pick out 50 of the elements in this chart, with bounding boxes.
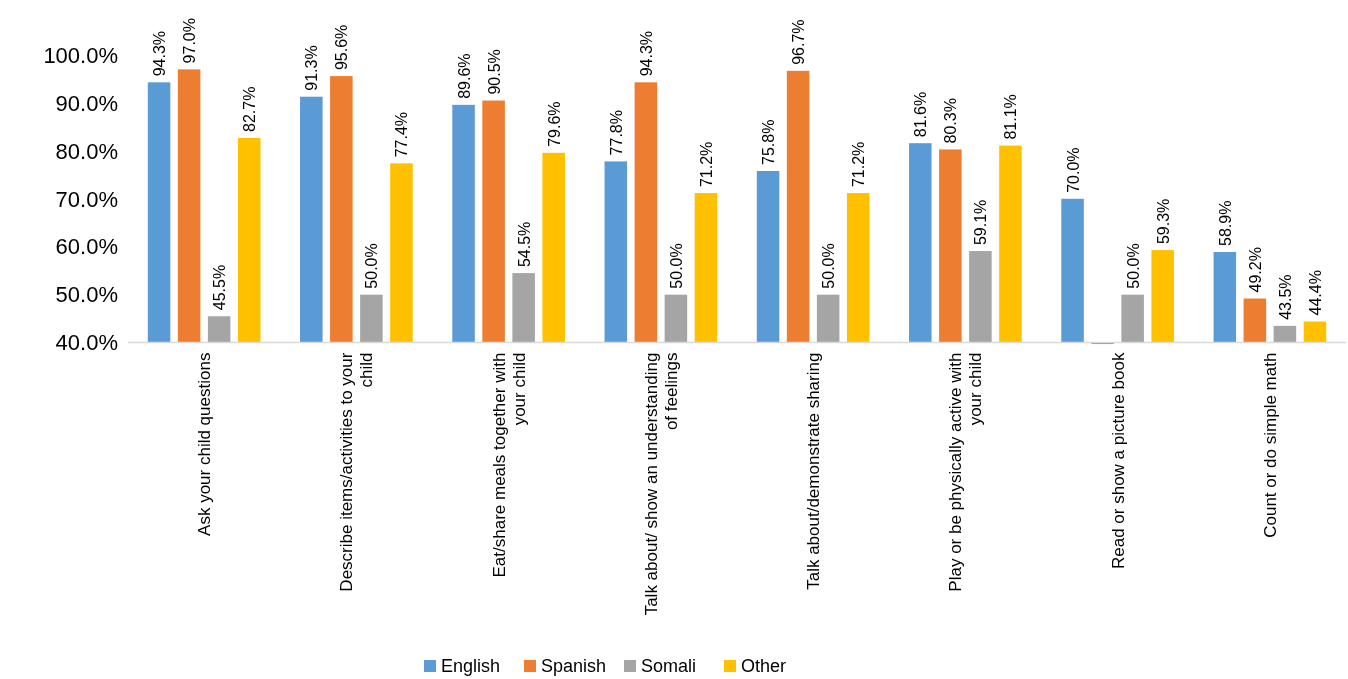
y-tick-label: 90.0% — [55, 90, 118, 116]
data-label: 96.7% — [790, 19, 808, 65]
data-label: 59.1% — [972, 199, 990, 246]
x-tick-label: Talk about/demonstrate sharing — [804, 352, 824, 590]
y-tick-label: 60.0% — [55, 234, 118, 260]
data-label: 59.3% — [1154, 198, 1172, 245]
y-tick-label: 40.0% — [55, 330, 118, 356]
x-tick-label: Talk about/ show an understanding of feelings — [641, 352, 681, 616]
data-label: 70.0% — [1064, 147, 1082, 193]
data-label: 94.3% — [151, 30, 169, 77]
data-label: 58.9% — [1216, 200, 1234, 247]
x-tick-label: Eat/share meals together with your child — [489, 352, 529, 578]
x-tick-label: Count or do simple math — [1260, 352, 1280, 538]
y-tick-label: 70.0% — [55, 186, 118, 212]
data-label: 89.6% — [455, 53, 473, 99]
data-label: 50.0% — [1124, 243, 1142, 289]
legend-label: Other — [741, 656, 787, 677]
legend-label: English — [441, 656, 501, 677]
data-label: 45.5% — [211, 264, 229, 311]
data-label: 91.3% — [303, 45, 321, 91]
x-tick-label: Read or show a picture book — [1108, 352, 1128, 570]
data-label: 90.5% — [485, 49, 503, 95]
data-label: 95.6% — [333, 24, 351, 71]
data-label: 79.6% — [545, 101, 563, 147]
data-label: 50.0% — [820, 243, 838, 289]
data-label: 43.5% — [1276, 274, 1294, 320]
y-tick-label: 100.0% — [43, 42, 118, 68]
y-tick-label: 80.0% — [55, 138, 118, 164]
data-label: 54.5% — [515, 221, 533, 268]
data-label: 77.4% — [393, 111, 411, 158]
data-label: 71.2% — [850, 141, 868, 188]
data-label: 49.2% — [1246, 247, 1264, 293]
data-label: 71.2% — [697, 141, 715, 188]
data-label: 50.0% — [363, 243, 381, 289]
legend-label: Somali — [641, 656, 697, 677]
data-label: 94.3% — [637, 30, 655, 77]
legend-label: Spanish — [541, 656, 607, 677]
data-label: 44.4% — [1306, 270, 1324, 316]
data-label: 80.3% — [942, 98, 960, 144]
x-tick-label: Play or be physically active with your child — [946, 352, 986, 592]
data-label: 97.0% — [181, 18, 199, 64]
data-label: 81.6% — [912, 91, 930, 138]
y-tick-label: 50.0% — [55, 282, 118, 308]
x-tick-label: Ask your child questions — [195, 352, 215, 536]
data-label: 77.8% — [607, 110, 625, 156]
data-label: 75.8% — [760, 119, 778, 165]
data-label: 81.1% — [1002, 94, 1020, 140]
data-label: 82.7% — [241, 86, 259, 132]
data-label: 50.0% — [667, 243, 685, 289]
x-tick-label: Describe items/activities to your child — [337, 352, 377, 592]
